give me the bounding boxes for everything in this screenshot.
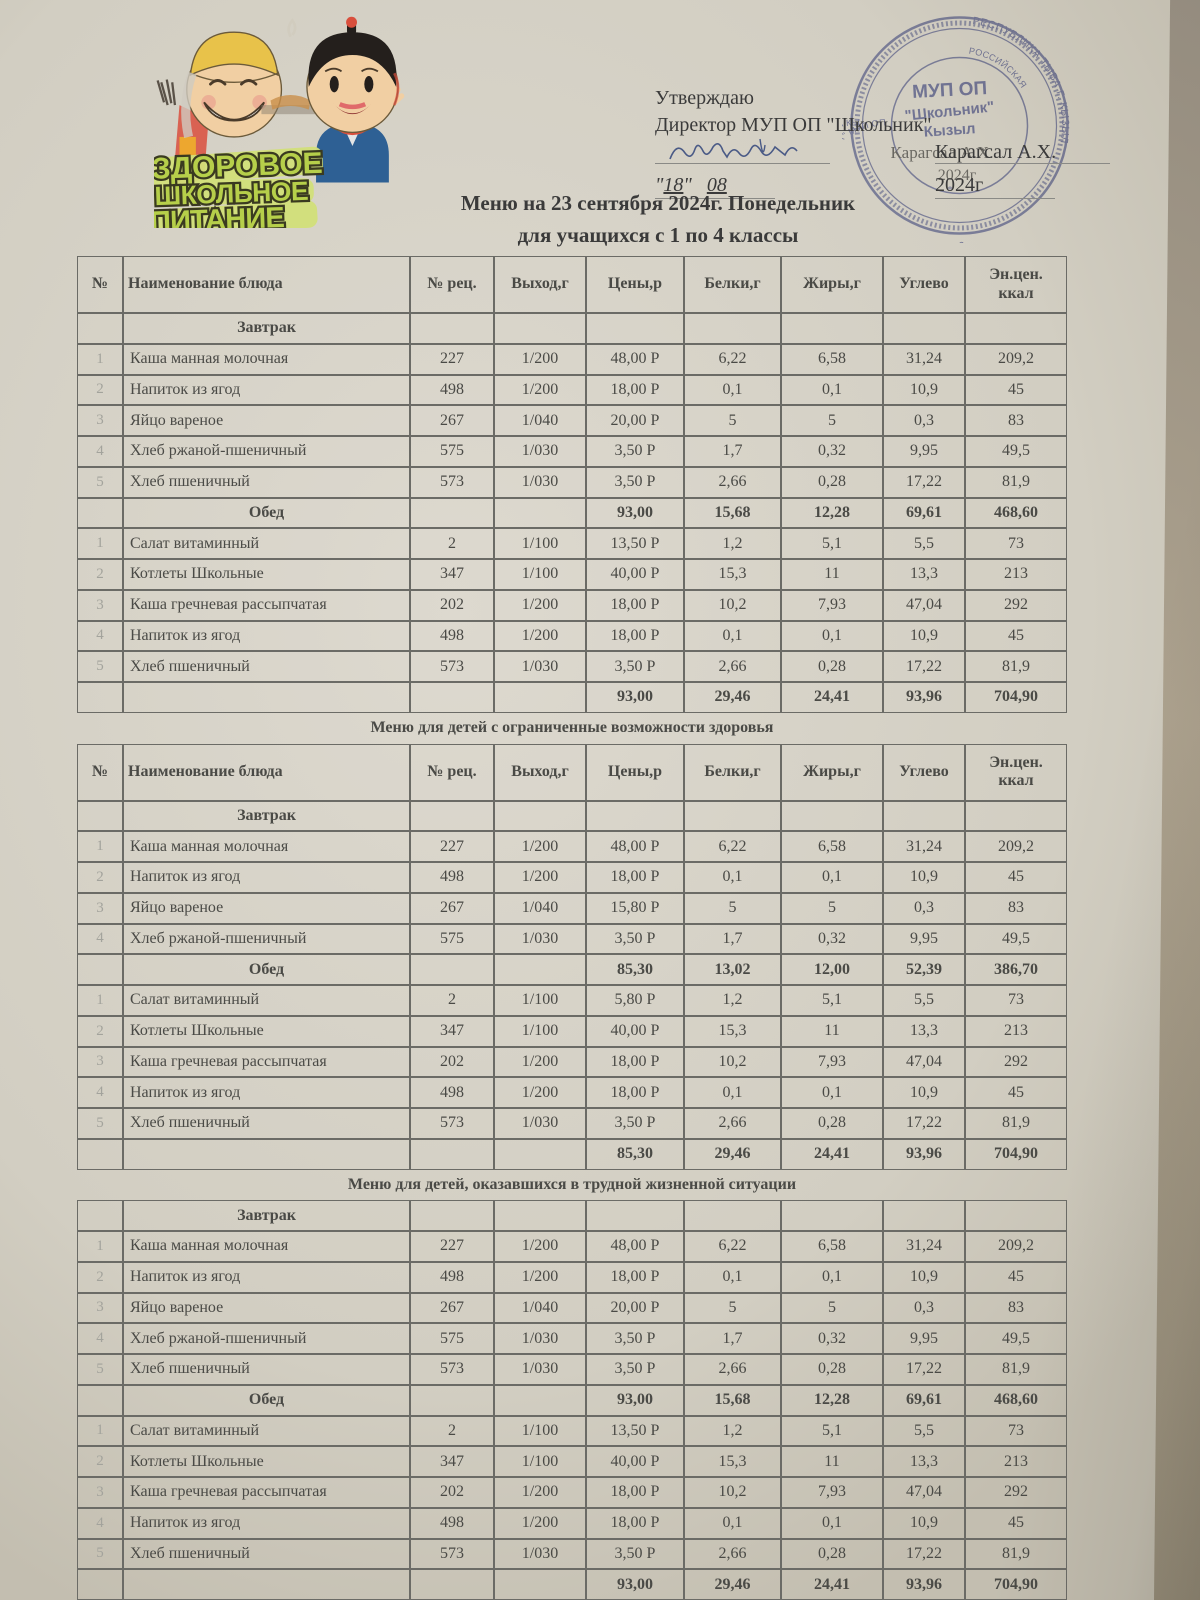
svg-text:ПИТАНИЕ: ПИТАНИЕ — [154, 202, 285, 228]
